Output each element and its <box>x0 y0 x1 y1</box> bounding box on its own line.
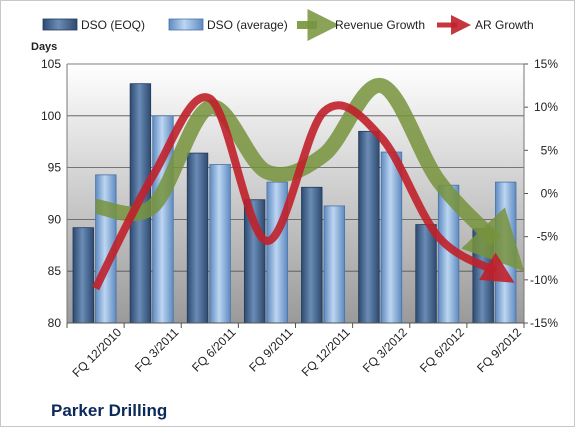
x-tick-label: FQ 6/2011 <box>189 325 239 375</box>
x-tick-label: FQ 9/2012 <box>474 325 524 375</box>
y2-tick-label: -10% <box>530 273 558 287</box>
legend: DSO (EOQ) DSO (average) Revenue Growth AR G… <box>43 18 534 32</box>
y2-tick-label: 5% <box>541 143 559 157</box>
legend-swatch <box>43 19 77 30</box>
bar-dso-average <box>495 182 516 323</box>
y2-tick-label: -5% <box>537 230 559 244</box>
bar-dso-eoq <box>187 153 208 323</box>
chart-title: Parker Drilling <box>51 401 167 420</box>
bar-dso-average <box>210 164 231 323</box>
bar-dso-average <box>381 152 402 323</box>
legend-swatch <box>169 19 203 30</box>
bar-dso-eoq <box>416 225 437 323</box>
x-tick-label: FQ 6/2012 <box>417 325 467 375</box>
legend-label: DSO (average) <box>207 18 288 32</box>
legend-label: DSO (EOQ) <box>81 18 145 32</box>
x-tick-label: FQ 9/2011 <box>246 325 296 375</box>
y-axis-unit-label: Days <box>31 41 57 53</box>
y-tick-label: 105 <box>41 57 61 71</box>
y-tick-label: 80 <box>48 316 62 330</box>
bar-dso-average <box>324 206 345 323</box>
y2-tick-label: 10% <box>534 100 558 114</box>
y2-tick-label: -15% <box>530 316 558 330</box>
y-tick-label: 95 <box>48 161 62 175</box>
x-tick-label: FQ 3/2012 <box>360 325 410 375</box>
y2-tick-label: 15% <box>534 57 558 71</box>
y-tick-label: 100 <box>41 109 61 123</box>
x-tick-label: FQ 12/2011 <box>299 325 353 379</box>
bar-dso-eoq <box>73 228 94 323</box>
legend-label: AR Growth <box>475 18 534 32</box>
bar-dso-eoq <box>359 131 380 323</box>
legend-label: Revenue Growth <box>335 18 425 32</box>
y-tick-label: 85 <box>48 264 62 278</box>
x-tick-label: FQ 3/2011 <box>132 325 182 375</box>
bar-dso-eoq <box>301 187 322 323</box>
x-tick-label: FQ 12/2010 <box>70 325 125 380</box>
bar-dso-average <box>267 182 288 323</box>
y2-tick-label: 0% <box>541 187 559 201</box>
y-tick-label: 90 <box>48 212 62 226</box>
